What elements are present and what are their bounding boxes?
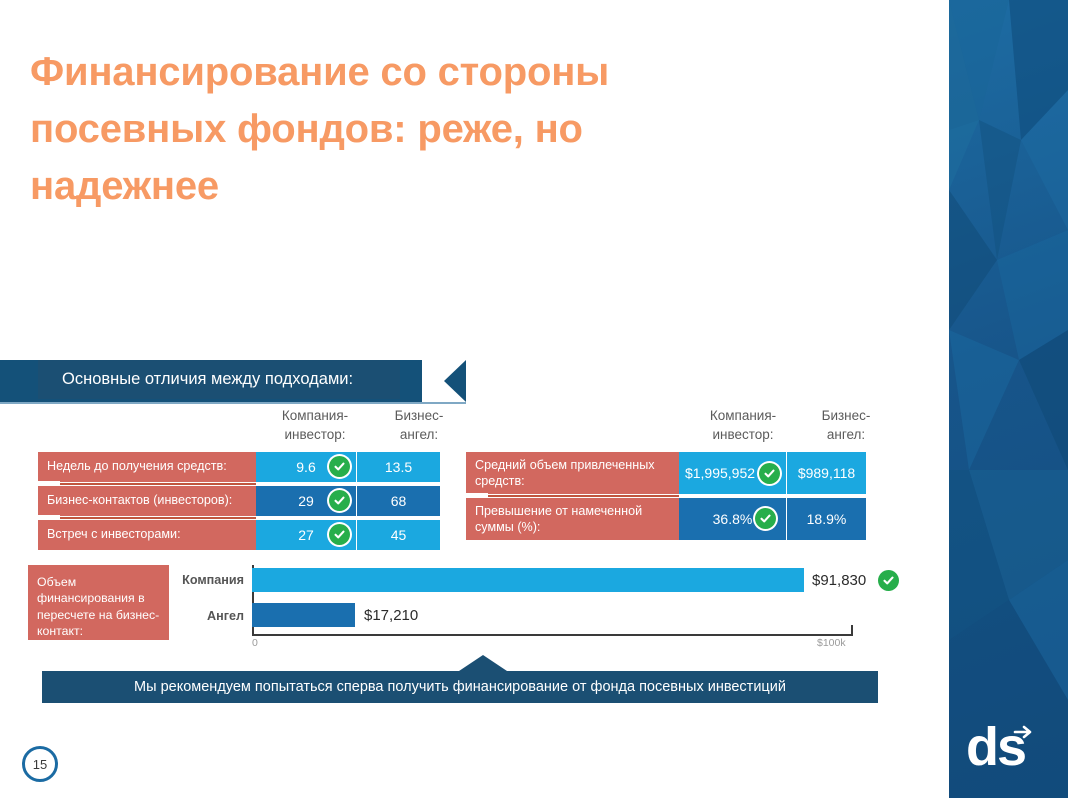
row-value-angel: 18.9% <box>786 498 866 540</box>
funding-per-contact-chart: Объем финансирования в пересчете на бизн… <box>28 565 899 649</box>
row-value-company-text: 29 <box>298 493 314 509</box>
table-row: Превышение от намеченной суммы (%): 36.8… <box>466 498 886 540</box>
row-label: Бизнес-контактов (инвесторов): <box>38 486 256 516</box>
chart-tick-min: 0 <box>252 637 258 649</box>
chart-tick-max: $100k <box>817 637 846 649</box>
row-value-company: 27 <box>256 520 356 550</box>
chart-bar-angel <box>252 603 355 627</box>
right-table-header-company: Компания- инвестор: <box>694 406 792 444</box>
right-header-angel-line2: ангел: <box>826 427 866 443</box>
row-value-company: 36.8% <box>679 498 786 540</box>
row-value-company: $1,995,952 <box>679 452 786 494</box>
divider-line <box>38 483 256 485</box>
left-table-header-company: Компания- инвестор: <box>268 406 362 444</box>
row-label: Недель до получения средств: <box>38 452 256 482</box>
left-header-company-line1: Компания- <box>281 408 349 423</box>
page-title: Финансирование со стороны посевных фондо… <box>30 50 610 208</box>
brand-logo-text: ds <box>966 717 1027 777</box>
chart-bar-value-company: $91,830 <box>812 572 867 589</box>
chart-y-axis <box>252 565 254 635</box>
left-header-angel-line2: ангел: <box>399 427 439 443</box>
winner-check-icon <box>329 490 350 511</box>
divider-line <box>466 495 679 497</box>
winner-check-icon <box>329 456 350 477</box>
chart-winner-check-icon <box>878 570 899 591</box>
winner-check-icon <box>755 508 776 529</box>
chart-bar-value-angel: $17,210 <box>364 607 419 624</box>
right-header-company-line2: инвестор: <box>712 427 774 443</box>
chart-category-label-angel: Ангел <box>207 609 244 623</box>
ribbon-label: Основные отличия между подходами: <box>62 370 354 388</box>
row-value-angel: 68 <box>356 486 440 516</box>
row-label: Встреч с инвесторами: <box>38 520 256 550</box>
row-value-angel: 13.5 <box>356 452 440 482</box>
row-value-company: 29 <box>256 486 356 516</box>
row-value-company: 9.6 <box>256 452 356 482</box>
right-header-company-line1: Компания- <box>709 408 777 423</box>
divider-line <box>38 517 256 519</box>
right-table-header-angel: Бизнес- ангел: <box>806 406 886 444</box>
ribbon-underline <box>0 402 466 404</box>
row-value-angel: 45 <box>356 520 440 550</box>
row-value-angel: $989,118 <box>786 452 866 494</box>
decorative-side-panel <box>940 0 1068 798</box>
row-value-company-text: 9.6 <box>296 459 316 475</box>
polygon-pattern-svg <box>949 0 1068 798</box>
row-value-company-text: $1,995,952 <box>684 465 756 481</box>
chart-x-axis-end-tick <box>851 625 853 636</box>
divider-notch <box>466 493 488 499</box>
chart-title-box: Объем финансирования в пересчете на бизн… <box>28 565 169 640</box>
row-label: Превышение от намеченной суммы (%): <box>466 498 679 540</box>
divider-notch <box>38 515 60 521</box>
left-header-angel-line1: Бизнес- <box>394 408 444 423</box>
ribbon-inner-panel <box>38 360 400 399</box>
logo-arrow-icon <box>1013 725 1032 739</box>
banner-arrow <box>459 655 507 671</box>
page-number-badge: 15 <box>22 746 58 782</box>
row-divider <box>38 515 458 521</box>
comparison-table-right: Средний объем привлеченных средств: $1,9… <box>466 452 886 540</box>
row-label: Средний объем привлеченных средств: <box>466 452 679 494</box>
winner-check-icon <box>329 524 350 545</box>
chart-x-axis <box>252 634 853 636</box>
divider-notch <box>38 481 60 487</box>
table-row: Недель до получения средств: 9.6 13.5 <box>38 452 458 482</box>
row-value-company-text: 36.8% <box>712 511 753 527</box>
chart-category-label-company: Компания <box>182 573 244 587</box>
recommendation-text: Мы рекомендуем попытаться сперва получит… <box>42 671 878 703</box>
brand-logo: ds <box>966 717 1032 777</box>
right-header-angel-line1: Бизнес- <box>821 408 871 423</box>
table-row: Встреч с инвесторами: 27 45 <box>38 520 458 550</box>
table-row: Средний объем привлеченных средств: $1,9… <box>466 452 886 494</box>
chart-bar-company <box>252 568 804 592</box>
section-ribbon: Основные отличия между подходами: <box>0 360 466 404</box>
left-table-header-angel: Бизнес- ангел: <box>378 406 460 444</box>
polygon-pattern <box>949 0 1068 798</box>
row-value-company-text: 27 <box>298 527 314 543</box>
row-divider <box>466 493 886 499</box>
row-divider <box>38 481 458 487</box>
comparison-table-left: Недель до получения средств: 9.6 13.5 Би… <box>38 452 458 550</box>
winner-check-icon <box>759 462 781 484</box>
table-row: Бизнес-контактов (инвесторов): 29 68 <box>38 486 458 516</box>
left-header-company-line2: инвестор: <box>284 427 346 443</box>
recommendation-banner: Мы рекомендуем попытаться сперва получит… <box>42 655 878 703</box>
